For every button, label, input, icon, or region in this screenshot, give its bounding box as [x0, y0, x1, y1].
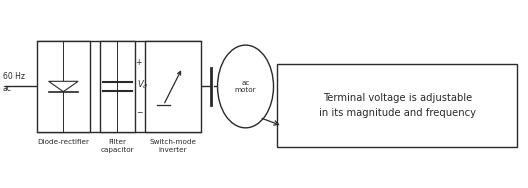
- Bar: [100, 41, 135, 132]
- Text: ac
motor: ac motor: [235, 80, 256, 93]
- Text: Terminal voltage is adjustable
in its magnitude and frequency: Terminal voltage is adjustable in its ma…: [319, 93, 476, 118]
- Bar: [145, 41, 201, 132]
- Text: Diode-rectifier: Diode-rectifier: [37, 139, 89, 145]
- Polygon shape: [49, 81, 78, 92]
- Text: +: +: [136, 58, 142, 67]
- Bar: [37, 41, 90, 132]
- Text: $V_d$: $V_d$: [137, 78, 149, 91]
- Text: −: −: [136, 108, 142, 117]
- Bar: [277, 64, 517, 147]
- Text: Filter
capacitor: Filter capacitor: [101, 139, 134, 153]
- Text: 60 Hz
ac: 60 Hz ac: [3, 72, 25, 93]
- Text: Switch-mode
inverter: Switch-mode inverter: [149, 139, 196, 153]
- Ellipse shape: [218, 45, 274, 128]
